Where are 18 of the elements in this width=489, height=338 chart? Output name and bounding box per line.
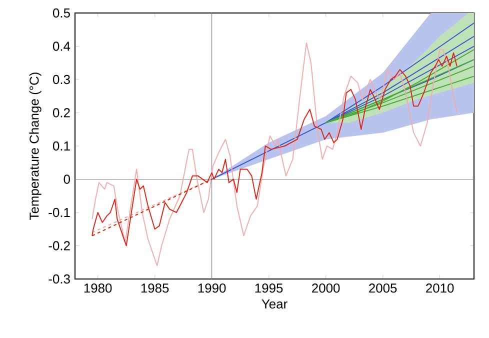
- y-tick-label: 0.4: [52, 42, 70, 51]
- x-tick-label: 1995: [255, 284, 283, 293]
- y-tick-label: 0: [64, 174, 70, 184]
- y-tick-label: 0.5: [52, 8, 70, 18]
- y-axis-title: Temperature Change (°C): [29, 72, 42, 220]
- y-tick-label: 0.3: [52, 74, 70, 84]
- x-tick-label: 2000: [312, 284, 340, 293]
- x-axis-title: Year: [262, 300, 288, 309]
- y-tick-label: -0.2: [48, 241, 70, 250]
- x-tick-label: 1985: [141, 284, 169, 293]
- y-tick-label: 0.1: [52, 141, 70, 151]
- x-tick-label: 2010: [426, 284, 454, 293]
- x-tick-label: 2005: [369, 284, 397, 293]
- x-tick-label: 1980: [84, 284, 112, 293]
- y-tick-label: 0.2: [52, 108, 70, 118]
- y-tick-label: -0.3: [48, 274, 70, 284]
- y-tick-label: -0.1: [48, 208, 70, 218]
- x-tick-label: 1990: [198, 284, 226, 293]
